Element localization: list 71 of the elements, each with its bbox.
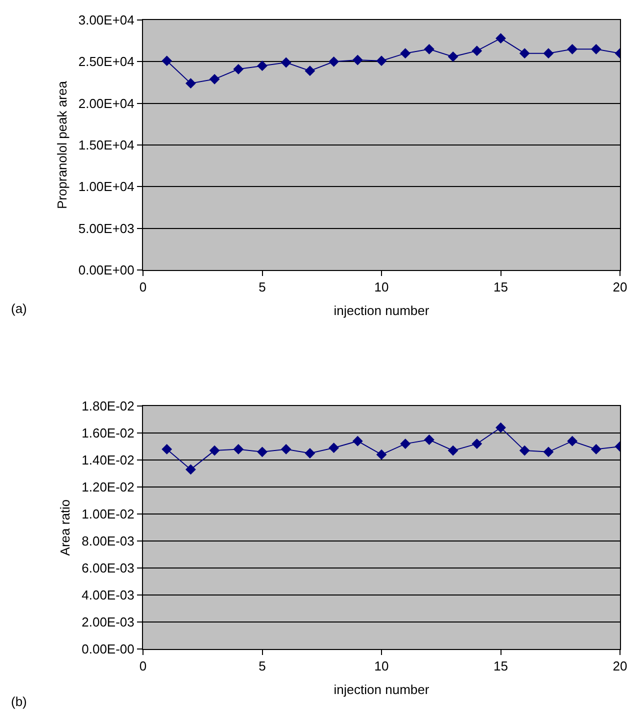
point <box>233 444 244 454</box>
point <box>376 56 387 66</box>
point <box>424 44 434 54</box>
x-tick-label: 10 <box>374 280 389 295</box>
point <box>186 464 196 475</box>
point <box>352 54 363 66</box>
point <box>352 436 363 446</box>
y-tick-label: 1.00E+04 <box>78 179 134 194</box>
point <box>424 434 434 445</box>
y-tick-label: 1.60E-02 <box>82 426 134 441</box>
x-tick-label: 15 <box>494 658 508 674</box>
point <box>280 57 292 68</box>
y-tick-label: 2.00E-03 <box>82 614 134 630</box>
point <box>304 66 316 76</box>
y-tick-label: 5.00E+03 <box>78 220 134 236</box>
point <box>448 445 458 456</box>
point <box>233 64 244 74</box>
point <box>280 444 292 454</box>
y-tick-label: 4.00E-03 <box>82 588 134 603</box>
x-tick-label: 20 <box>612 658 628 674</box>
point <box>448 51 458 62</box>
y-tick-label: 1.20E-02 <box>82 480 134 495</box>
point <box>209 74 220 84</box>
x-tick-label: 5 <box>258 280 266 295</box>
point <box>519 48 530 59</box>
point <box>590 44 602 54</box>
point <box>543 446 554 458</box>
y-tick-label: 1.00E-02 <box>82 506 134 522</box>
x-tick-label: 0 <box>139 658 147 674</box>
y-tick-label: 1.40E-02 <box>82 452 134 468</box>
y-tick-label: 8.00E-03 <box>82 534 134 549</box>
point <box>328 442 339 454</box>
point <box>376 449 387 460</box>
y-axis-title: Area ratio <box>58 499 73 556</box>
y-tick-label: 3.00E+04 <box>78 12 134 28</box>
point <box>567 44 578 54</box>
point <box>209 445 220 456</box>
x-tick-label: 0 <box>139 280 147 295</box>
point <box>257 60 268 72</box>
point <box>472 438 482 449</box>
point <box>496 422 506 433</box>
point <box>400 48 411 59</box>
x-axis-title: injection number <box>334 303 430 318</box>
x-tick-label: 5 <box>258 658 266 674</box>
text: (a) <box>11 301 27 316</box>
point <box>162 56 172 66</box>
y-tick-label: 1.80E-02 <box>82 398 134 414</box>
x-tick-label: 10 <box>374 658 389 674</box>
x-tick-label: 15 <box>494 280 508 295</box>
x-axis-title: injection number <box>334 682 430 698</box>
point <box>186 78 196 89</box>
point <box>162 444 172 454</box>
y-tick-label: 1.50E+04 <box>78 138 134 153</box>
point <box>567 436 578 446</box>
x-tick-label: 20 <box>612 280 628 295</box>
y-tick-label: 0.00E+00 <box>78 262 134 278</box>
y-axis-title: Propranolol peak area <box>54 80 70 209</box>
point <box>496 33 506 44</box>
point <box>472 46 482 56</box>
text: (b) <box>11 694 27 709</box>
point <box>304 448 316 458</box>
point <box>590 444 602 454</box>
y-tick-label: 0.00E-00 <box>82 642 134 657</box>
point <box>519 445 530 456</box>
point <box>543 48 554 59</box>
y-tick-label: 2.00E+04 <box>78 96 134 111</box>
point <box>328 56 339 67</box>
point <box>400 438 411 449</box>
point <box>257 446 268 458</box>
y-tick-label: 6.00E-03 <box>82 560 134 576</box>
y-tick-label: 2.50E+04 <box>78 54 134 70</box>
